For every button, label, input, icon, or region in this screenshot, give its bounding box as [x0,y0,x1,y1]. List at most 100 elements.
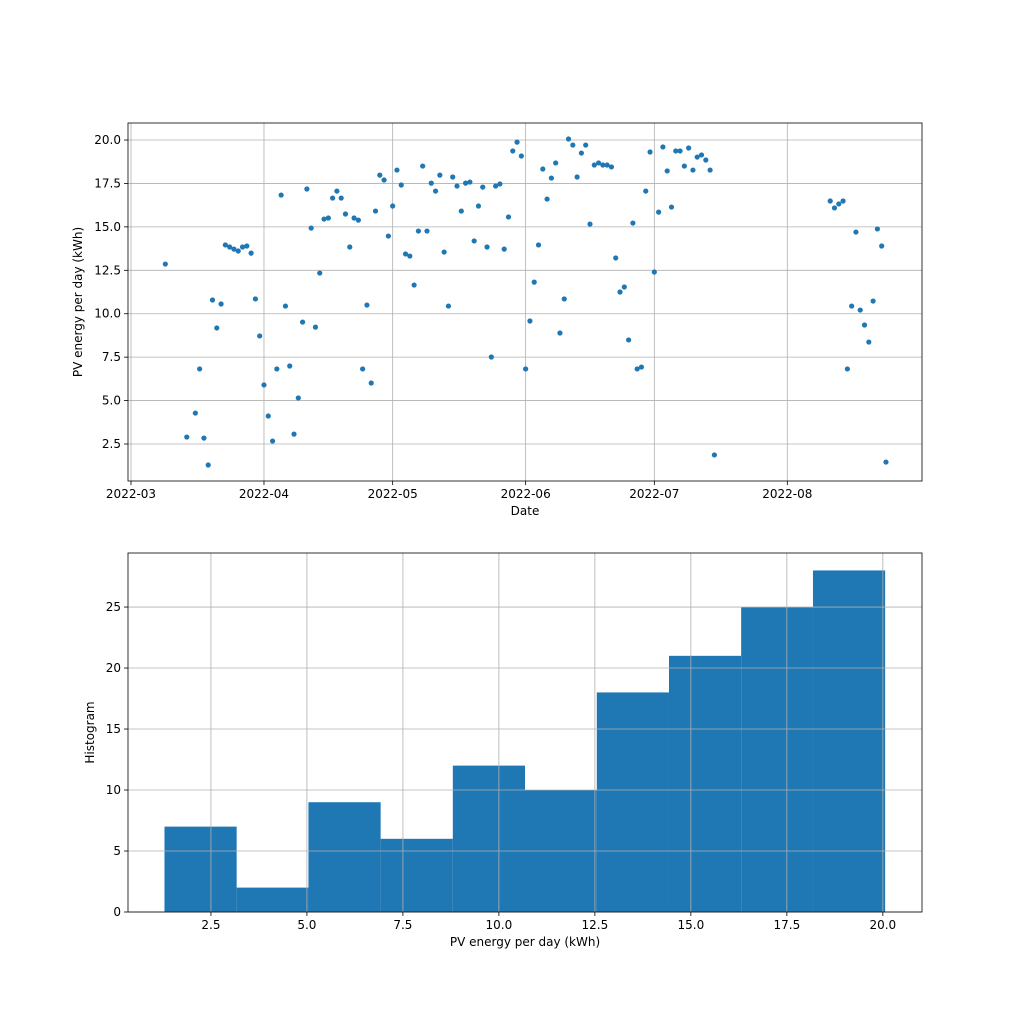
point [274,366,280,372]
point [261,382,267,388]
point [514,139,520,145]
point [638,364,645,370]
point [673,148,679,154]
x-tick-label: 12.5 [582,918,609,932]
point [484,244,490,250]
point [527,318,533,324]
bar [741,607,813,912]
bar [812,570,886,912]
point [317,270,323,276]
bar [236,887,309,912]
x-tick-label: 2022-07 [629,487,679,501]
point [625,337,632,343]
point [372,208,379,214]
point [278,192,284,198]
y-tick-label: 20 [106,661,121,675]
y-tick-label: 17.5 [94,176,121,190]
x-tick-label: 20.0 [869,918,896,932]
point [342,211,349,217]
point [458,208,464,214]
point [883,459,889,465]
x-axis-label: PV energy per day (kWh) [450,935,600,949]
point [231,246,237,252]
point [218,301,224,307]
point [411,282,417,288]
point [257,333,263,339]
x-tick-label: 2022-05 [368,487,418,501]
point [445,303,452,309]
point [707,167,713,173]
point [244,243,250,249]
point [450,174,456,180]
point [475,203,482,209]
point [287,363,293,369]
point [368,380,374,386]
point [557,330,563,336]
y-tick-label: 25 [106,600,121,614]
point [570,142,576,148]
x-tick-label: 15.0 [678,918,705,932]
point [604,162,610,168]
point [617,289,623,295]
y-tick-label: 5.0 [102,394,121,408]
point [402,251,409,257]
point [694,154,700,160]
x-tick-label: 2022-03 [106,487,156,501]
point [338,195,344,201]
point [334,188,340,194]
point [686,145,692,151]
y-tick-label: 10 [106,783,121,797]
x-tick-label: 5.0 [297,918,316,932]
x-tick-label: 2022-08 [762,487,812,501]
point [222,242,228,248]
x-tick-label: 2022-06 [501,487,551,501]
point [385,233,391,239]
point [291,431,297,437]
axes-frame [127,122,923,482]
point [415,228,422,234]
bar [308,802,381,912]
point [540,166,546,172]
point [192,410,198,416]
point [330,195,336,201]
point [840,198,846,204]
point [711,452,717,458]
point [861,322,868,328]
point [548,175,554,181]
point [398,182,404,188]
y-tick-label: 5 [113,844,121,858]
point [518,153,524,159]
point [831,205,838,211]
point [347,244,353,250]
bar [164,826,237,912]
point [364,302,370,308]
point [866,339,872,345]
y-axis-label: PV energy per day (kWh) [71,227,85,377]
point [578,150,585,156]
point [205,462,211,468]
bar [452,765,525,912]
point [836,201,842,207]
point [565,136,572,142]
point [827,198,833,204]
point [394,167,400,173]
point [656,209,662,215]
point [424,228,430,234]
point [501,246,507,252]
x-tick-label: 7.5 [393,918,412,932]
point [647,149,653,155]
point [269,438,276,444]
point [437,172,443,178]
point [355,217,361,223]
y-tick-label: 7.5 [102,350,121,364]
point [299,319,306,325]
point [248,250,254,256]
y-tick-label: 15 [106,722,121,736]
point [664,168,670,174]
point [505,214,512,220]
y-tick-label: 12.5 [94,263,121,277]
point [535,242,542,248]
point [239,244,246,250]
point [849,303,855,309]
